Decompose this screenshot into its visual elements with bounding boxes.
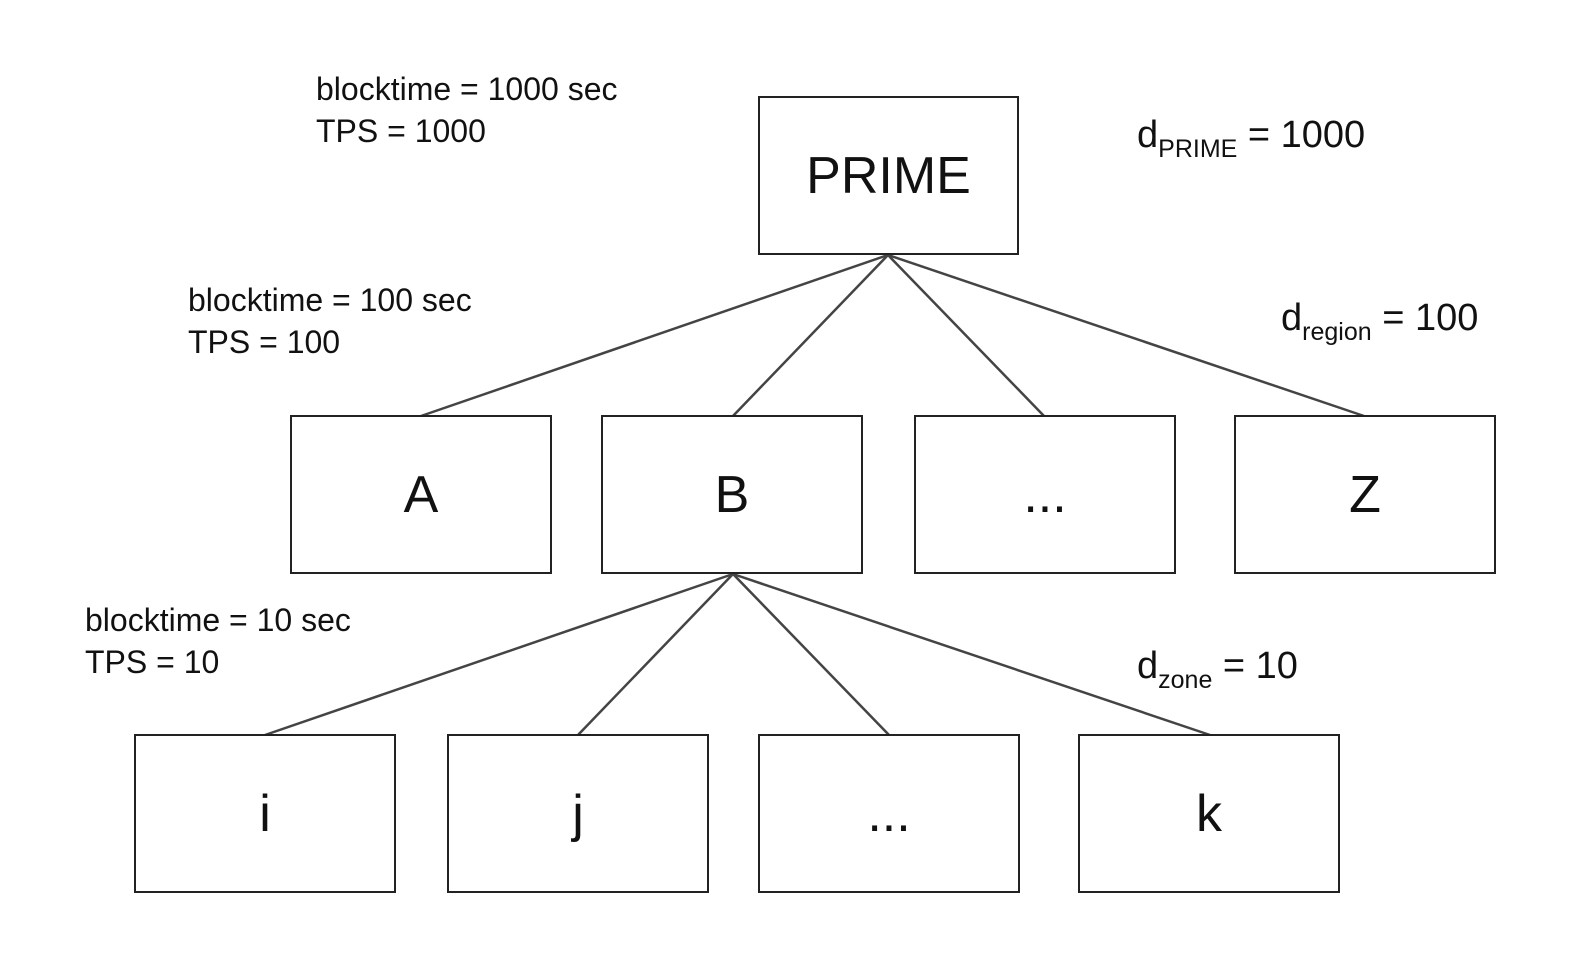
edge-prime-ellipsis xyxy=(887,254,1045,417)
region-difficulty: dregion = 100 xyxy=(1281,296,1479,345)
edge-b-i xyxy=(264,572,734,737)
node-region-ellipsis-label: ... xyxy=(1023,465,1067,524)
node-zone-i: i xyxy=(134,734,396,893)
region-blocktime: blocktime = 100 sec xyxy=(188,282,472,318)
region-level-info: blocktime = 100 sec TPS = 100 xyxy=(188,279,472,363)
node-prime: PRIME xyxy=(758,96,1019,255)
zone-difficulty-base: d xyxy=(1137,645,1159,687)
prime-difficulty: dPRIME = 1000 xyxy=(1137,113,1366,162)
node-region-b-label: B xyxy=(714,465,750,524)
node-region-z-label: Z xyxy=(1349,465,1381,524)
node-region-z: Z xyxy=(1234,415,1496,574)
node-zone-ellipsis-label: ... xyxy=(867,784,911,843)
region-difficulty-value: = 100 xyxy=(1371,297,1479,339)
zone-difficulty: dzone = 10 xyxy=(1137,644,1298,693)
node-region-a-label: A xyxy=(403,465,439,524)
region-difficulty-base: d xyxy=(1281,297,1303,339)
edge-b-j xyxy=(577,573,734,736)
zone-tps: TPS = 10 xyxy=(85,644,220,680)
zone-level-info: blocktime = 10 sec TPS = 10 xyxy=(85,599,351,683)
prime-level-info: blocktime = 1000 sec TPS = 1000 xyxy=(316,68,618,152)
edge-prime-a xyxy=(420,253,889,418)
edge-prime-z xyxy=(887,253,1365,418)
node-zone-i-label: i xyxy=(259,784,271,843)
node-zone-j: j xyxy=(447,734,709,893)
node-zone-k: k xyxy=(1078,734,1340,893)
node-region-b: B xyxy=(601,415,863,574)
region-difficulty-sub: region xyxy=(1302,318,1372,346)
prime-blocktime: blocktime = 1000 sec xyxy=(316,71,618,107)
prime-tps: TPS = 1000 xyxy=(316,113,486,149)
node-prime-label: PRIME xyxy=(806,146,971,205)
node-region-ellipsis: ... xyxy=(914,415,1176,574)
zone-blocktime: blocktime = 10 sec xyxy=(85,602,351,638)
zone-difficulty-sub: zone xyxy=(1158,666,1213,694)
prime-difficulty-sub: PRIME xyxy=(1158,135,1238,163)
prime-difficulty-value: = 1000 xyxy=(1237,114,1366,156)
edge-b-ellipsis xyxy=(732,573,890,736)
prime-difficulty-base: d xyxy=(1137,114,1159,156)
node-region-a: A xyxy=(290,415,552,574)
edge-prime-b xyxy=(732,254,889,417)
region-tps: TPS = 100 xyxy=(188,324,341,360)
node-zone-j-label: j xyxy=(572,784,584,843)
zone-difficulty-value: = 10 xyxy=(1212,645,1298,687)
edge-b-k xyxy=(732,572,1211,737)
node-zone-ellipsis: ... xyxy=(758,734,1020,893)
node-zone-k-label: k xyxy=(1196,784,1222,843)
